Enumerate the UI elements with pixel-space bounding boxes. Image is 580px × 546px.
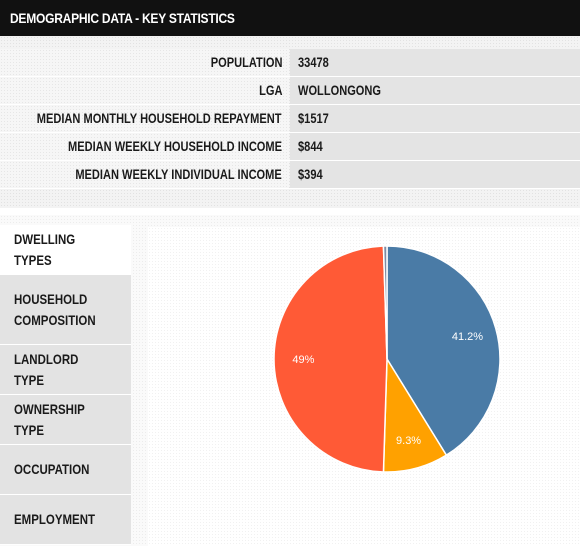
stat-label: LGA — [258, 83, 282, 98]
page-title: DEMOGRAPHIC DATA - KEY STATISTICS — [10, 10, 235, 26]
tab-household-composition[interactable]: HOUSEHOLD COMPOSITION — [0, 275, 131, 345]
chart-area: 41.2% 9.3% 49% — [148, 227, 580, 546]
stat-value: 33478 — [298, 55, 329, 70]
pie-slice-label: 41.2% — [452, 331, 483, 343]
pie-slice-label: 9.3% — [396, 435, 421, 447]
stat-row-household-income: MEDIAN WEEKLY HOUSEHOLD INCOME $844 — [0, 133, 580, 161]
tab-label: HOUSEHOLD COMPOSITION — [14, 290, 96, 328]
stat-value: $844 — [298, 139, 323, 154]
stat-value: WOLLONGONG — [298, 83, 382, 98]
stat-row-individual-income: MEDIAN WEEKLY INDIVIDUAL INCOME $394 — [0, 161, 580, 189]
pie-slice[interactable] — [386, 245, 501, 457]
stat-label: MEDIAN WEEKLY INDIVIDUAL INCOME — [75, 167, 282, 182]
pie-slice-label: 49% — [292, 354, 314, 366]
stat-row-monthly-repayment: MEDIAN MONTHLY HOUSEHOLD REPAYMENT $1517 — [0, 105, 580, 133]
stat-row-lga: LGA WOLLONGONG — [0, 77, 580, 105]
tab-ownership-type[interactable]: OWNERSHIP TYPE — [0, 395, 131, 445]
tab-label: DWELLING TYPES — [14, 230, 76, 268]
tab-label: OCCUPATION — [14, 461, 90, 477]
section-divider — [0, 208, 580, 215]
pie-slice[interactable] — [273, 245, 388, 473]
stat-value: $1517 — [298, 111, 329, 126]
tab-dwelling-types[interactable]: DWELLING TYPES — [0, 225, 131, 275]
tab-label: LANDLORD TYPE — [14, 350, 79, 388]
tab-employment[interactable]: EMPLOYMENT — [0, 495, 131, 545]
stat-value: $394 — [298, 167, 323, 182]
tab-landlord-type[interactable]: LANDLORD TYPE — [0, 345, 131, 395]
pie-slice[interactable] — [382, 245, 388, 360]
stat-label: POPULATION — [210, 55, 282, 70]
key-statistics-panel: POPULATION 33478 LGA WOLLONGONG MEDIAN M… — [0, 36, 580, 208]
key-statistics-table: POPULATION 33478 LGA WOLLONGONG MEDIAN M… — [0, 49, 580, 189]
demographic-breakdown-panel: DWELLING TYPES HOUSEHOLD COMPOSITION LAN… — [0, 215, 580, 546]
category-tabs: DWELLING TYPES HOUSEHOLD COMPOSITION LAN… — [0, 225, 131, 545]
tab-label: OWNERSHIP TYPE — [14, 400, 85, 438]
dwelling-types-pie-chart: 41.2% 9.3% 49% — [273, 245, 501, 473]
header-bar: DEMOGRAPHIC DATA - KEY STATISTICS — [0, 0, 580, 36]
tab-label: EMPLOYMENT — [14, 511, 96, 527]
stat-label: MEDIAN WEEKLY HOUSEHOLD INCOME — [67, 139, 282, 154]
tab-occupation[interactable]: OCCUPATION — [0, 445, 131, 495]
stat-row-population: POPULATION 33478 — [0, 49, 580, 77]
stat-label: MEDIAN MONTHLY HOUSEHOLD REPAYMENT — [37, 111, 282, 126]
